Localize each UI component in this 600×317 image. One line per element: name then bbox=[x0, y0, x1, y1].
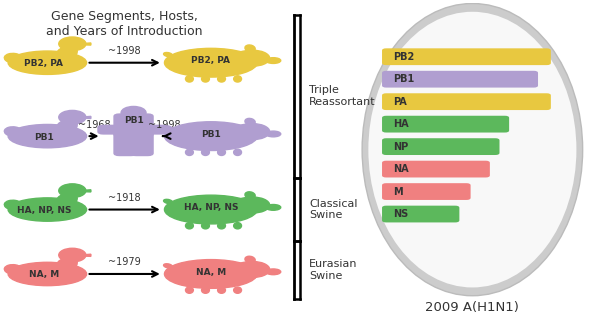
Ellipse shape bbox=[245, 45, 255, 52]
Ellipse shape bbox=[164, 48, 257, 77]
FancyBboxPatch shape bbox=[382, 161, 490, 178]
FancyBboxPatch shape bbox=[113, 130, 137, 156]
FancyBboxPatch shape bbox=[130, 130, 154, 156]
Ellipse shape bbox=[164, 126, 172, 130]
Ellipse shape bbox=[233, 287, 242, 293]
Ellipse shape bbox=[56, 46, 77, 59]
Ellipse shape bbox=[164, 53, 172, 57]
Polygon shape bbox=[79, 116, 91, 119]
Ellipse shape bbox=[164, 260, 257, 288]
Text: HA, NP, NS: HA, NP, NS bbox=[184, 203, 238, 212]
Text: ~1998: ~1998 bbox=[148, 120, 181, 130]
Text: NA: NA bbox=[394, 164, 409, 174]
Ellipse shape bbox=[266, 269, 281, 275]
Text: PB2, PA: PB2, PA bbox=[24, 59, 63, 68]
Ellipse shape bbox=[164, 264, 172, 268]
FancyBboxPatch shape bbox=[382, 71, 538, 87]
Ellipse shape bbox=[245, 192, 255, 198]
Text: PA: PA bbox=[394, 97, 407, 107]
Ellipse shape bbox=[4, 127, 23, 137]
Polygon shape bbox=[79, 43, 91, 45]
FancyBboxPatch shape bbox=[382, 116, 509, 133]
FancyBboxPatch shape bbox=[97, 125, 127, 135]
Ellipse shape bbox=[8, 51, 86, 74]
Ellipse shape bbox=[266, 131, 281, 137]
Ellipse shape bbox=[245, 118, 255, 125]
Text: PB1: PB1 bbox=[201, 130, 221, 139]
Ellipse shape bbox=[164, 195, 257, 224]
Circle shape bbox=[59, 110, 86, 124]
Text: NA, M: NA, M bbox=[29, 270, 59, 279]
Ellipse shape bbox=[234, 197, 269, 213]
Text: Eurasian
Swine: Eurasian Swine bbox=[309, 259, 358, 281]
Text: HA: HA bbox=[394, 119, 409, 129]
Text: 2009 A(H1N1): 2009 A(H1N1) bbox=[425, 301, 520, 314]
Ellipse shape bbox=[185, 149, 193, 155]
FancyBboxPatch shape bbox=[382, 93, 551, 110]
Polygon shape bbox=[79, 254, 91, 256]
Ellipse shape bbox=[185, 76, 193, 82]
Ellipse shape bbox=[218, 223, 226, 229]
Ellipse shape bbox=[202, 149, 209, 155]
Ellipse shape bbox=[202, 223, 209, 229]
Ellipse shape bbox=[218, 287, 226, 293]
Ellipse shape bbox=[233, 149, 242, 155]
Ellipse shape bbox=[233, 76, 242, 82]
Text: Gene Segments, Hosts,
and Years of Introduction: Gene Segments, Hosts, and Years of Intro… bbox=[46, 10, 203, 38]
Ellipse shape bbox=[233, 223, 242, 229]
Circle shape bbox=[59, 248, 86, 262]
Text: NA, M: NA, M bbox=[196, 268, 226, 277]
Text: M: M bbox=[394, 187, 403, 197]
FancyBboxPatch shape bbox=[113, 113, 154, 137]
Ellipse shape bbox=[185, 287, 193, 293]
Text: PB1: PB1 bbox=[124, 116, 143, 125]
Text: HA, NP, NS: HA, NP, NS bbox=[17, 206, 71, 215]
Text: PB2: PB2 bbox=[394, 52, 415, 62]
Text: Triple
Reassortant: Triple Reassortant bbox=[309, 86, 376, 107]
Text: NS: NS bbox=[394, 209, 409, 219]
Text: PB1: PB1 bbox=[34, 133, 53, 141]
FancyBboxPatch shape bbox=[382, 206, 460, 223]
Ellipse shape bbox=[4, 53, 23, 63]
Polygon shape bbox=[79, 190, 91, 192]
FancyBboxPatch shape bbox=[141, 125, 170, 135]
FancyBboxPatch shape bbox=[382, 183, 470, 200]
Text: NP: NP bbox=[394, 142, 409, 152]
Ellipse shape bbox=[266, 204, 281, 210]
Ellipse shape bbox=[266, 58, 281, 63]
Text: ~1968: ~1968 bbox=[78, 120, 110, 130]
Ellipse shape bbox=[234, 262, 269, 278]
Ellipse shape bbox=[56, 257, 77, 271]
Text: ~1918: ~1918 bbox=[109, 193, 141, 203]
Ellipse shape bbox=[234, 124, 269, 140]
Ellipse shape bbox=[56, 193, 77, 206]
FancyBboxPatch shape bbox=[382, 138, 499, 155]
Circle shape bbox=[59, 184, 86, 197]
Ellipse shape bbox=[8, 125, 86, 148]
Ellipse shape bbox=[4, 200, 23, 210]
FancyBboxPatch shape bbox=[382, 48, 551, 65]
Ellipse shape bbox=[8, 262, 86, 286]
Ellipse shape bbox=[4, 265, 23, 274]
Text: Classical
Swine: Classical Swine bbox=[309, 199, 358, 220]
Ellipse shape bbox=[8, 198, 86, 221]
Ellipse shape bbox=[245, 256, 255, 263]
Ellipse shape bbox=[362, 3, 583, 296]
Text: ~1998: ~1998 bbox=[109, 46, 141, 56]
Ellipse shape bbox=[234, 50, 269, 66]
Ellipse shape bbox=[218, 76, 226, 82]
Circle shape bbox=[121, 107, 146, 119]
Ellipse shape bbox=[218, 149, 226, 155]
Text: ~1979: ~1979 bbox=[108, 257, 141, 267]
Ellipse shape bbox=[202, 76, 209, 82]
Text: PB2, PA: PB2, PA bbox=[191, 56, 230, 65]
Ellipse shape bbox=[202, 287, 209, 293]
Ellipse shape bbox=[164, 122, 257, 151]
Text: PB1: PB1 bbox=[394, 74, 415, 84]
Ellipse shape bbox=[368, 12, 577, 288]
Ellipse shape bbox=[56, 120, 77, 133]
Circle shape bbox=[59, 37, 86, 51]
Ellipse shape bbox=[185, 223, 193, 229]
Ellipse shape bbox=[164, 199, 172, 204]
